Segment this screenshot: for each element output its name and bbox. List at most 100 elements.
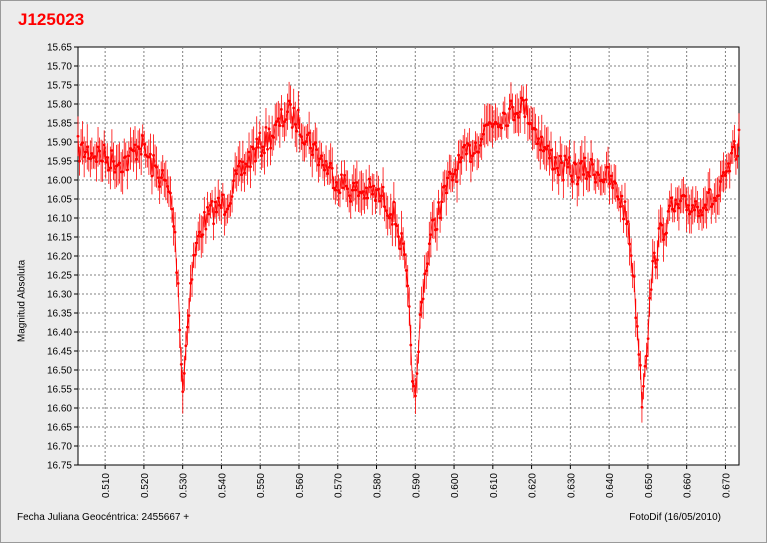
data-point [481, 132, 485, 136]
data-point [244, 162, 248, 166]
data-point [449, 172, 453, 176]
data-point [692, 208, 696, 212]
data-point [378, 199, 382, 203]
data-point [324, 159, 328, 163]
data-point [651, 259, 655, 263]
data-point [640, 405, 644, 409]
data-point [296, 108, 300, 112]
data-point [259, 154, 263, 158]
data-point [196, 234, 200, 238]
data-point [722, 170, 725, 174]
data-point [125, 168, 129, 172]
x-tick-label: 0.560 [295, 473, 306, 498]
data-point [694, 199, 698, 203]
data-point [549, 148, 553, 152]
data-point [164, 179, 168, 182]
data-point [518, 110, 522, 114]
data-point [418, 313, 422, 317]
data-point [665, 231, 668, 235]
data-point [377, 187, 380, 191]
data-point [674, 198, 678, 202]
data-point [332, 186, 336, 190]
data-point [618, 205, 622, 209]
data-point [717, 194, 721, 197]
data-point [688, 212, 692, 216]
data-point [585, 177, 588, 181]
data-point [686, 203, 690, 207]
data-point [152, 153, 155, 157]
data-point [321, 163, 325, 167]
y-tick-label: 16.00 [47, 176, 72, 187]
y-tick-label: 16.20 [47, 252, 72, 263]
data-point [278, 124, 282, 127]
data-point [397, 235, 400, 239]
x-tick-label: 0.570 [334, 473, 345, 498]
data-point [602, 180, 605, 184]
data-point [300, 135, 303, 138]
data-point [728, 169, 732, 173]
x-tick-label: 0.630 [566, 473, 577, 498]
data-point [523, 115, 527, 119]
data-point [407, 305, 411, 308]
data-point [170, 207, 174, 211]
data-point [204, 227, 208, 231]
data-point [568, 156, 571, 159]
data-point [269, 146, 272, 150]
data-point [312, 143, 316, 146]
data-point [512, 118, 516, 122]
data-point [521, 98, 525, 102]
data-point [276, 117, 280, 121]
data-point [460, 156, 464, 159]
data-point [247, 150, 251, 154]
data-point [283, 120, 286, 124]
data-point [105, 155, 109, 159]
x-tick-label: 0.520 [140, 473, 151, 498]
y-tick-label: 15.90 [47, 138, 72, 149]
data-point [373, 199, 377, 202]
data-point [427, 242, 431, 246]
data-point [529, 121, 533, 125]
data-point [403, 253, 407, 256]
data-point [552, 167, 556, 171]
data-point [574, 162, 578, 166]
data-point [136, 145, 140, 149]
data-point [714, 199, 718, 203]
data-point [229, 202, 232, 205]
data-point [135, 157, 138, 161]
data-point [238, 159, 242, 163]
data-point [172, 224, 175, 228]
data-point [712, 196, 716, 200]
data-point [655, 258, 659, 262]
data-point [121, 170, 125, 174]
data-point [683, 194, 687, 198]
data-point [705, 208, 709, 212]
data-point [700, 213, 704, 217]
data-point [637, 353, 641, 356]
data-point [161, 168, 165, 172]
data-point [139, 152, 143, 156]
data-point [515, 111, 519, 115]
data-point [657, 226, 661, 230]
data-point [295, 129, 299, 133]
x-tick-label: 0.620 [528, 473, 539, 498]
data-point [307, 131, 311, 135]
data-point [273, 123, 277, 127]
data-point [497, 125, 501, 129]
data-point [178, 328, 182, 332]
data-point [250, 145, 254, 149]
data-point [417, 350, 420, 354]
data-point [190, 278, 194, 281]
data-point [110, 149, 114, 152]
data-point [706, 191, 710, 194]
data-point [421, 297, 425, 301]
data-point [224, 210, 228, 214]
data-point [404, 269, 408, 272]
data-point [187, 314, 191, 318]
data-point [149, 152, 152, 156]
series-red [76, 81, 741, 423]
data-point [498, 123, 502, 127]
y-tick-label: 16.60 [47, 404, 72, 415]
data-point [361, 190, 365, 193]
data-point [588, 174, 591, 178]
